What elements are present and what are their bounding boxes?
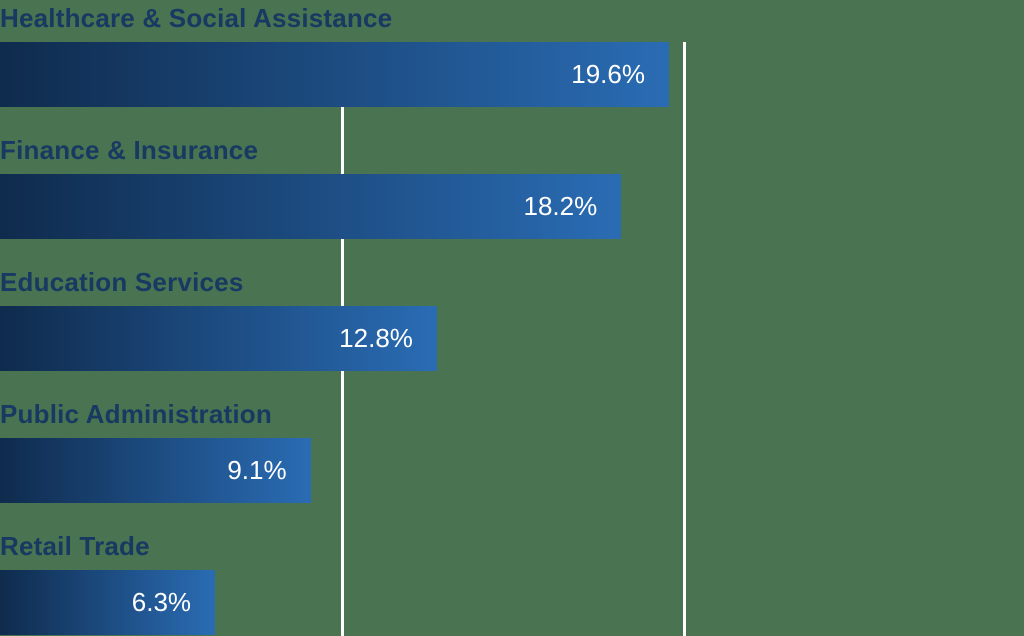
- value-label: 19.6%: [571, 59, 645, 89]
- value-label: 18.2%: [523, 191, 598, 221]
- bar: 19.6%: [0, 42, 669, 107]
- bar-row: Healthcare & Social Assistance 19.6%: [0, 4, 1024, 107]
- category-label: Retail Trade: [0, 531, 150, 561]
- bar-row: Education Services 12.8%: [0, 268, 1024, 371]
- gridline-20-percent: [682, 42, 686, 636]
- bar-row: Retail Trade 6.3%: [0, 532, 1024, 635]
- category-label: Healthcare & Social Assistance: [0, 3, 393, 33]
- bar: 6.3%: [0, 570, 216, 635]
- bar-row: Public Administration 9.1%: [0, 400, 1024, 503]
- value-label: 9.1%: [227, 455, 287, 485]
- bar-rows-container: Healthcare & Social Assistance 19.6% Fin…: [0, 4, 1024, 636]
- bar-row: Finance & Insurance 18.2%: [0, 136, 1024, 239]
- category-label: Finance & Insurance: [0, 135, 259, 165]
- bar: 9.1%: [0, 438, 311, 503]
- bar: 12.8%: [0, 306, 437, 371]
- category-label: Public Administration: [0, 399, 272, 429]
- value-label: 6.3%: [131, 587, 192, 617]
- bar: 18.2%: [0, 174, 622, 239]
- category-label: Education Services: [0, 267, 244, 297]
- value-label: 12.8%: [339, 323, 413, 353]
